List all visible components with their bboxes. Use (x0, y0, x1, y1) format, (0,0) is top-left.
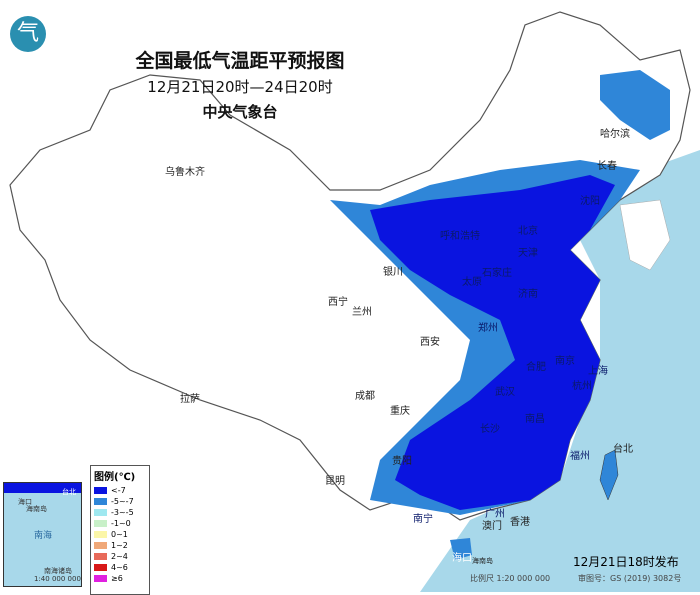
legend-label: 4~6 (111, 563, 128, 572)
city-label: 福州 (570, 451, 590, 462)
legend-label: 0~1 (111, 530, 128, 539)
inset-label: 南海诸岛 (44, 567, 72, 575)
legend-item: -3~-5 (94, 507, 146, 518)
city-label: 南京 (555, 356, 575, 367)
inset-label: 台北 (62, 488, 76, 496)
city-label: 济南 (518, 289, 538, 300)
city-label: 西宁 (328, 297, 348, 308)
city-label: 合肥 (526, 362, 546, 373)
korea-japan-land (619, 199, 671, 271)
city-label: 兰州 (352, 307, 372, 318)
city-label: 杭州 (572, 381, 592, 392)
hainan (450, 538, 472, 560)
legend-label: 1~2 (111, 541, 128, 550)
inset-label: 海口 (18, 498, 32, 506)
city-label: 郑州 (478, 323, 498, 334)
city-label: 长春 (597, 161, 617, 172)
legend-swatch (94, 509, 107, 516)
legend-swatch (94, 520, 107, 527)
cma-logo: 气 (10, 16, 46, 52)
legend-item: 1~2 (94, 540, 146, 551)
legend-label: -1~0 (111, 519, 131, 528)
city-label: 呼和浩特 (440, 231, 480, 242)
city-label: 成都 (355, 391, 375, 402)
city-label: 拉萨 (180, 394, 200, 405)
legend-swatch (94, 553, 107, 560)
inset-label: 1:40 000 000 (34, 575, 81, 583)
city-label: 银川 (383, 267, 403, 278)
scale: 比例尺 1:20 000 000 (470, 574, 551, 583)
city-label: 天津 (518, 248, 538, 259)
legend-item: <-7 (94, 485, 146, 496)
publish-time: 12月21日18时发布 (573, 555, 679, 569)
city-label: 石家庄 (482, 268, 512, 279)
city-label: 上海 (588, 366, 608, 377)
issuer: 中央气象台 (202, 103, 278, 121)
legend-swatch (94, 487, 107, 494)
legend-swatch (94, 564, 107, 571)
city-label: 长沙 (480, 424, 500, 435)
legend-swatch (94, 531, 107, 538)
legend-item: -5~-7 (94, 496, 146, 507)
zone-lt-minus7 (370, 175, 615, 510)
legend-swatch (94, 498, 107, 505)
taiwan (599, 449, 619, 501)
legend-item: 2~4 (94, 551, 146, 562)
inset-label: 海南岛 (26, 505, 47, 513)
city-label: 重庆 (390, 406, 410, 417)
legend-title: 图例(℃) (94, 472, 136, 483)
south-china-sea-inset: 海口 海南岛 南海 台北 南海诸岛 1:40 000 000 (3, 482, 82, 587)
legend-label: ≥6 (111, 574, 123, 583)
city-label: 南宁 (413, 514, 433, 525)
city-label: 太原 (462, 277, 482, 288)
legend-label: -5~-7 (111, 497, 134, 506)
city-label: 海南岛 (472, 557, 493, 565)
city-label: 沈阳 (580, 196, 600, 207)
city-label: 台北 (613, 444, 633, 455)
city-label: 广州 (485, 509, 505, 520)
legend-label: -3~-5 (111, 508, 134, 517)
city-label: 哈尔滨 (600, 129, 630, 140)
legend-swatch (94, 575, 107, 582)
city-label: 贵阳 (392, 456, 412, 467)
forecast-period: 12月21日20时—24日20时 (147, 78, 333, 96)
sea (420, 150, 700, 592)
map-title: 全国最低气温距平预报图 (135, 50, 345, 72)
city-label: 昆明 (325, 476, 345, 487)
zone-northeast (600, 70, 670, 140)
legend: 图例(℃) <-7 -5~-7 -3~-5 -1~0 0~1 1~2 2~4 4~6 ≥6 (90, 465, 150, 595)
legend-label: <-7 (111, 486, 126, 495)
legend-item: 0~1 (94, 529, 146, 540)
city-label: 澳门 (482, 521, 502, 532)
city-label: 南昌 (525, 414, 545, 425)
city-label: 海口 (452, 553, 472, 564)
inset-label: 南海 (34, 531, 53, 541)
city-label: 西安 (420, 337, 440, 348)
legend-item: -1~0 (94, 518, 146, 529)
legend-item: 4~6 (94, 562, 146, 573)
city-label: 北京 (518, 226, 538, 237)
review-number: 审图号：GS (2019) 3082号 (578, 574, 682, 583)
legend-label: 2~4 (111, 552, 128, 561)
city-label: 香港 (510, 517, 530, 528)
legend-swatch (94, 542, 107, 549)
city-label: 武汉 (495, 387, 515, 398)
legend-item: ≥6 (94, 573, 146, 584)
city-label: 乌鲁木齐 (165, 167, 205, 178)
